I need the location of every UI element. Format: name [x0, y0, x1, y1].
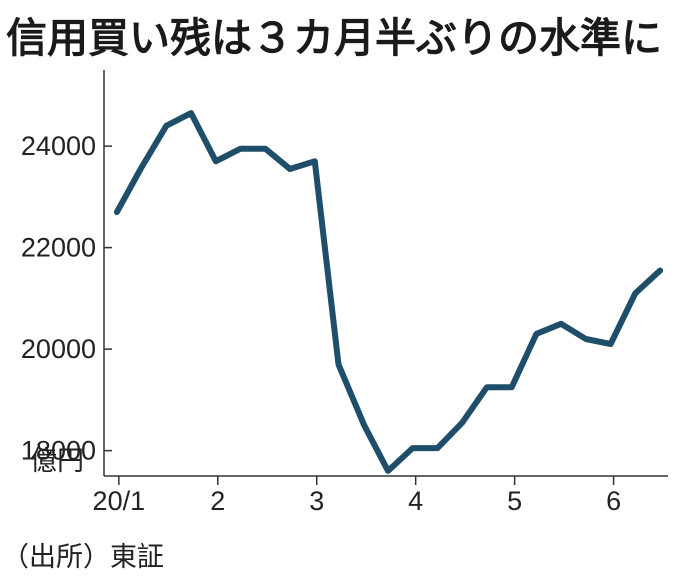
- chart-title: 信用買い残は３カ月半ぶりの水準に: [6, 14, 662, 62]
- x-tick-label: 3: [309, 486, 324, 516]
- series-group: [113, 110, 664, 474]
- y-tick-label: 22000: [21, 233, 96, 263]
- y-tick-label: 18000: [21, 436, 96, 466]
- x-tick-label: 5: [507, 486, 522, 516]
- y-tick-label: 24000: [21, 131, 96, 161]
- source-note: （出所）東証: [2, 542, 164, 573]
- y-axis-ticks: 18000 20000 22000 24000: [21, 131, 112, 466]
- x-tick-label: 6: [606, 486, 621, 516]
- y-tick-label: 20000: [21, 334, 96, 364]
- y-axis-unit-label: 億円: [30, 446, 84, 477]
- x-tick-label: 20/1: [93, 486, 146, 516]
- x-axis-ticks: 20/1 2 3 4 5 6: [93, 476, 621, 516]
- x-tick-label: 2: [210, 486, 225, 516]
- axes: [103, 70, 668, 477]
- series-line: [113, 110, 664, 474]
- x-tick-label: 4: [408, 486, 423, 516]
